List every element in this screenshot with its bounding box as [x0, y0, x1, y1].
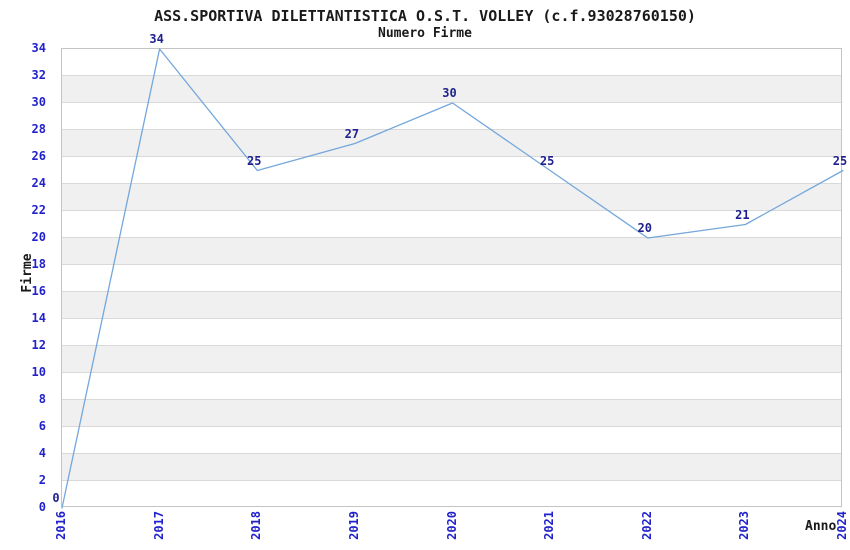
series-layer: [61, 48, 844, 509]
y-tick-label: 18: [31, 257, 46, 271]
y-tick-label: 20: [31, 230, 46, 244]
plot-bands: [62, 49, 841, 506]
x-tick-label: 2024: [835, 511, 849, 540]
grid-band: [62, 454, 841, 481]
y-tick-label: 26: [31, 149, 46, 163]
y-tick-label: 12: [31, 338, 46, 352]
grid-band: [62, 184, 841, 211]
x-tick-label: 2023: [737, 511, 752, 540]
data-label: 30: [442, 86, 457, 100]
grid-band: [62, 292, 841, 319]
data-labels: 0 34 25 27 30 25 20 21 25: [52, 32, 847, 506]
grid-band: [62, 265, 841, 292]
x-tick-label: 2016: [54, 511, 68, 540]
y-tick-label: 0: [38, 500, 46, 514]
plot-area: 0 34 25 27 30 25 20 21 25: [52, 32, 847, 509]
y-tick-label: 8: [38, 392, 46, 406]
grid-band: [62, 211, 841, 238]
y-tick-label: 10: [31, 365, 46, 379]
grid-band: [62, 427, 841, 454]
grid-band: [62, 130, 841, 157]
data-label: 34: [149, 32, 164, 46]
line-series: [61, 48, 844, 509]
data-label: 25: [247, 153, 262, 168]
data-label: 27: [344, 126, 360, 141]
x-tick-label: 2020: [444, 511, 459, 540]
x-tick-label: 2022: [639, 511, 654, 540]
grid-band: [62, 346, 841, 373]
y-tick-label: 24: [31, 176, 46, 190]
y-tick-label: 28: [31, 122, 46, 136]
grid-band: [62, 238, 841, 265]
x-tick-label: 2019: [346, 511, 361, 540]
x-tick-label: 2021: [542, 511, 557, 540]
data-label: 21: [735, 207, 750, 222]
y-tick-label: 2: [38, 473, 46, 487]
y-tick-label: 6: [38, 419, 46, 433]
x-tick-label: 2017: [151, 511, 166, 540]
y-tick-label: 22: [31, 203, 46, 217]
grid-band: [62, 319, 841, 346]
x-axis-title: Anno: [805, 519, 837, 534]
x-axis-ticks: 2016 2017 2018 2019 2020 2021 2022 2023 2024: [54, 511, 849, 550]
y-axis-ticks: 34 32 30 28 26 24 22 20 18 16 14 12 10 8 6 4 2 0: [0, 41, 46, 514]
y-tick-label: 34: [31, 41, 46, 55]
grid-band: [62, 481, 841, 506]
x-tick-label: 2018: [249, 511, 264, 540]
grid-band: [62, 400, 841, 427]
grid-band: [62, 157, 841, 184]
data-label: 20: [637, 221, 652, 235]
chart-title: ASS.SPORTIVA DILETTANTISTICA O.S.T. VOLL…: [154, 7, 696, 25]
y-tick-label: 16: [31, 284, 46, 298]
data-label: 25: [539, 153, 555, 168]
y-tick-label: 4: [38, 446, 46, 460]
data-label: 25: [832, 153, 848, 168]
data-label: 0: [52, 491, 60, 505]
grid-band: [62, 373, 841, 400]
y-tick-label: 14: [31, 311, 46, 325]
y-tick-label: 30: [31, 95, 46, 109]
grid-band: [62, 49, 841, 76]
y-tick-label: 32: [31, 68, 46, 82]
chart-subtitle: Numero Firme: [378, 26, 472, 41]
grid-band: [62, 103, 841, 130]
